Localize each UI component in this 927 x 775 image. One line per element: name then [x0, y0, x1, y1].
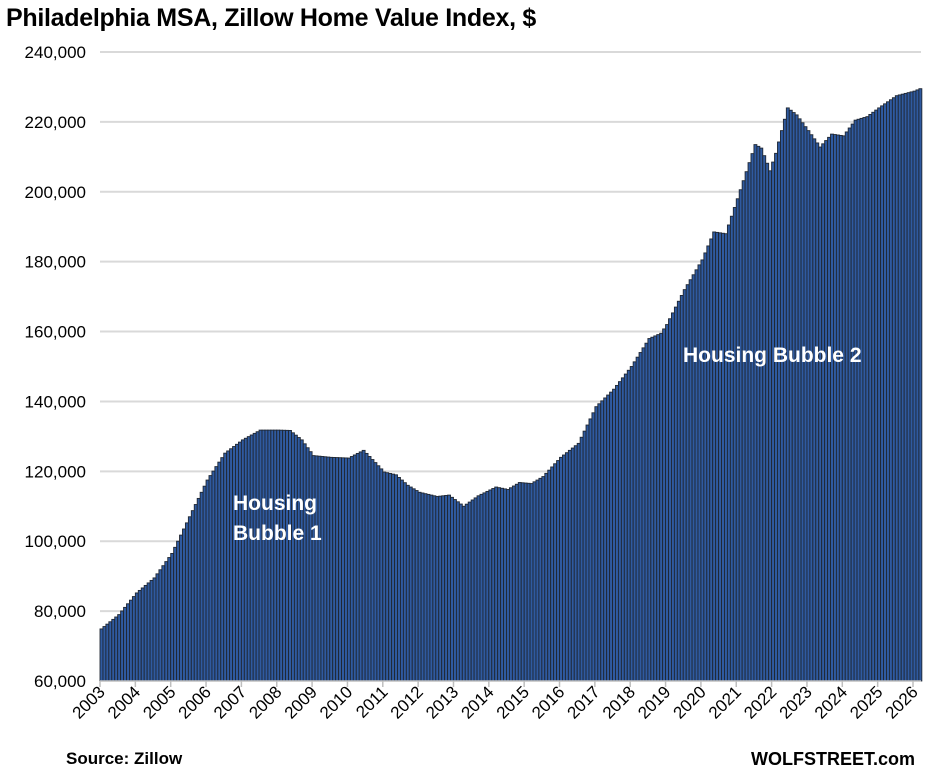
x-tick-label: 2023	[776, 682, 816, 722]
x-tick-label: 2026	[882, 682, 922, 722]
annotation-housing-bubble-2: Housing Bubble 2	[683, 344, 862, 367]
y-tick-label: 100,000	[25, 532, 86, 551]
x-tick-label: 2017	[564, 682, 604, 722]
x-tick-label: 2014	[457, 682, 497, 722]
x-tick-label: 2007	[210, 682, 250, 722]
x-tick-label: 2022	[740, 682, 780, 722]
bar	[918, 88, 923, 682]
y-tick-label: 60,000	[34, 672, 86, 691]
y-tick-label: 220,000	[25, 113, 86, 132]
x-tick-label: 2021	[705, 682, 745, 722]
y-tick-label: 160,000	[25, 323, 86, 342]
y-tick-label: 120,000	[25, 462, 86, 481]
annotation-housing-bubble-1: Bubble 1	[233, 522, 322, 545]
x-tick-label: 2024	[811, 682, 851, 722]
x-tick-label: 2015	[493, 682, 533, 722]
x-tick-label: 2010	[316, 682, 356, 722]
x-tick-label: 2006	[175, 682, 215, 722]
x-tick-label: 2025	[846, 682, 886, 722]
x-tick-label: 2004	[104, 682, 144, 722]
x-tick-label: 2011	[352, 682, 391, 721]
y-tick-label: 80,000	[34, 602, 86, 621]
y-tick-label: 200,000	[25, 183, 86, 202]
brand-label: WOLFSTREET.com	[750, 749, 915, 769]
x-tick-label: 2016	[528, 682, 568, 722]
y-tick-label: 240,000	[25, 43, 86, 62]
source-label: Source: Zillow	[66, 749, 183, 768]
x-tick-label: 2020	[670, 682, 710, 722]
x-tick-label: 2018	[599, 682, 639, 722]
annotation-housing-bubble-1: Housing	[233, 492, 317, 515]
x-tick-label: 2019	[634, 682, 674, 722]
x-tick-label: 2008	[245, 682, 285, 722]
chart-title: Philadelphia MSA, Zillow Home Value Inde…	[6, 4, 536, 32]
x-tick-label: 2013	[422, 682, 462, 722]
x-tick-label: 2012	[387, 682, 427, 722]
y-tick-label: 140,000	[25, 392, 86, 411]
x-tick-label: 2009	[281, 682, 321, 722]
x-tick-label: 2005	[139, 682, 179, 722]
y-tick-label: 180,000	[25, 253, 86, 272]
